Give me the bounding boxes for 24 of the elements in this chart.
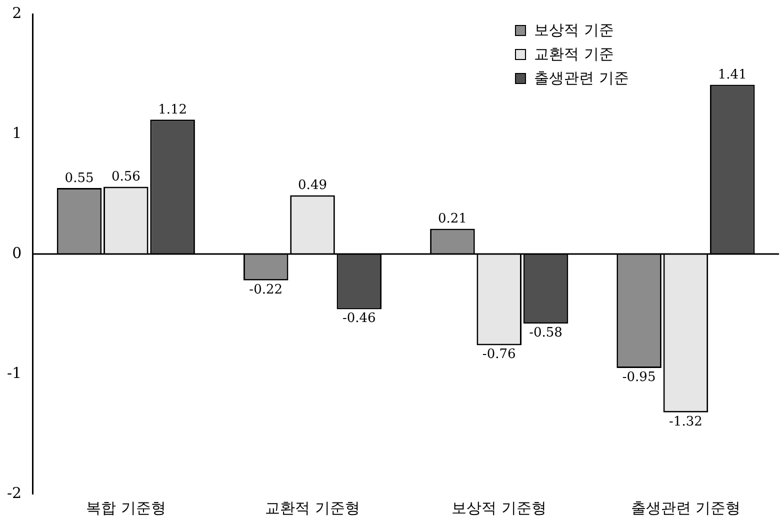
x-tick-label: 교환적 기준형: [265, 498, 360, 517]
data-label: 1.12: [158, 102, 188, 118]
y-tick-label: 0: [12, 244, 22, 262]
x-tick-label: 출생관련 기준형: [630, 498, 741, 517]
data-label: -1.32: [669, 414, 702, 430]
data-label: 0.49: [298, 178, 327, 194]
legend-label: 출생관련 기준: [534, 68, 629, 89]
data-label: 0.56: [111, 170, 140, 185]
data-label: 0.55: [64, 170, 94, 186]
y-tick-label: -2: [6, 484, 22, 502]
data-label: -0.76: [482, 347, 516, 362]
y-tick-label: -1: [6, 364, 22, 382]
data-label: -0.95: [622, 370, 656, 385]
data-label: 0.21: [438, 212, 467, 227]
legend-label: 보상적 기준: [534, 20, 614, 41]
x-tick-label: 보상적 기준형: [452, 498, 546, 517]
data-label: -0.58: [529, 325, 562, 340]
legend-label: 교환적 기준: [534, 44, 614, 65]
data-label: -0.22: [249, 282, 283, 298]
data-label: 1.41: [718, 68, 747, 83]
data-label: -0.46: [342, 311, 376, 326]
y-tick-label: 2: [12, 4, 22, 22]
y-tick-label: 1: [12, 124, 22, 142]
x-tick-label: 복합 기준형: [86, 498, 166, 517]
